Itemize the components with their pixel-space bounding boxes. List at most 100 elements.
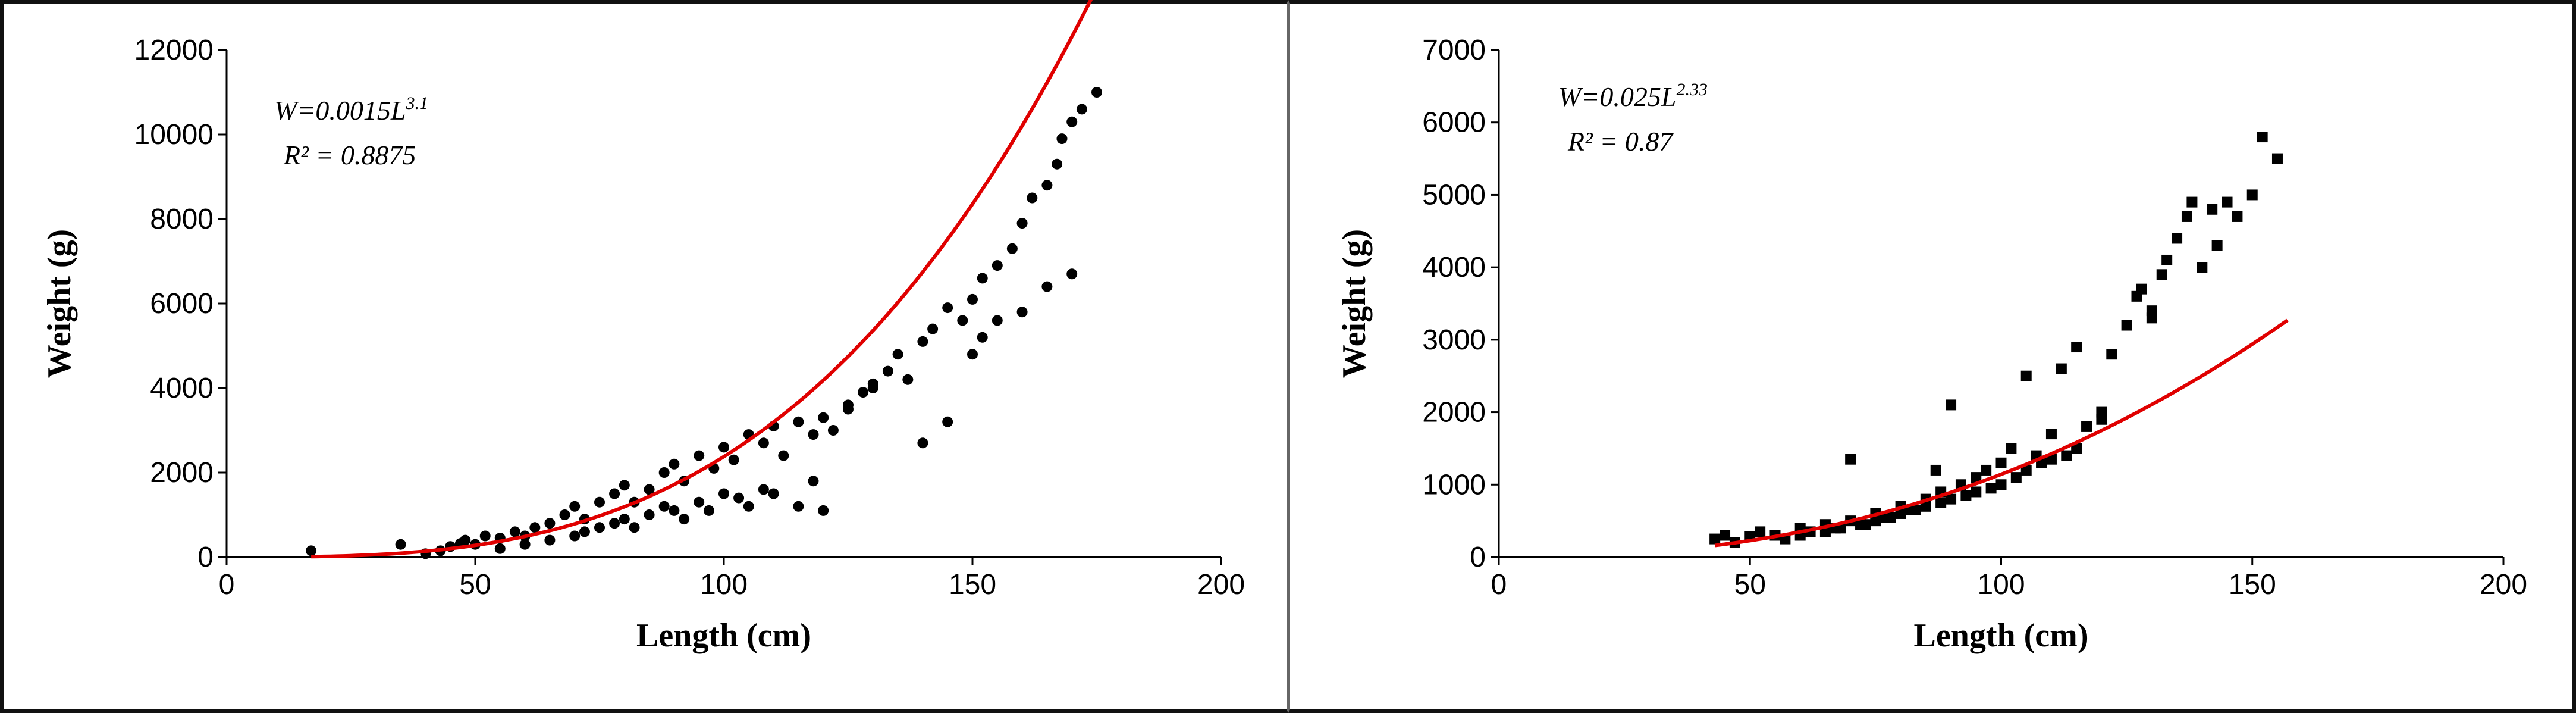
data-point (2045, 429, 2057, 440)
data-point (1895, 508, 1906, 519)
data-point (1041, 180, 1053, 191)
data-point (2106, 349, 2117, 360)
y-tick-label: 2000 (1422, 397, 1486, 429)
data-point (1885, 512, 1896, 523)
data-point (609, 488, 620, 499)
data-point (818, 412, 829, 423)
data-point (808, 429, 819, 440)
data-point (2020, 370, 2032, 381)
data-point (619, 514, 630, 525)
data-points (306, 87, 1102, 559)
data-point (793, 416, 804, 427)
data-point (2172, 233, 2183, 244)
data-point (2181, 211, 2192, 222)
data-point (1946, 399, 1957, 411)
data-point (1720, 530, 1731, 541)
data-point (2061, 450, 2072, 461)
data-point (1971, 486, 1982, 498)
data-point (1981, 464, 1992, 476)
data-point (2207, 204, 2218, 215)
data-point (2186, 196, 2198, 208)
data-point (808, 476, 819, 487)
data-point (2232, 211, 2243, 222)
data-point (733, 492, 745, 504)
data-point (2020, 464, 2032, 476)
data-point (1016, 218, 1028, 229)
data-point (858, 387, 869, 398)
data-point (2121, 320, 2132, 331)
data-point (1027, 192, 1038, 204)
data-point (529, 522, 541, 533)
data-point (694, 496, 705, 508)
data-point (1935, 497, 1947, 508)
data-points (1709, 132, 2283, 548)
data-point (2096, 406, 2107, 418)
data-point (718, 442, 729, 453)
y-tick-label: 4000 (150, 373, 214, 404)
data-point (669, 505, 680, 516)
data-point (977, 273, 988, 284)
data-point (758, 484, 769, 495)
y-tick-label: 6000 (1422, 107, 1486, 139)
data-point (1016, 307, 1028, 318)
x-tick-label: 150 (949, 569, 996, 601)
data-point (2161, 254, 2173, 265)
right-scatter-chart: 0 1000 2000 3000 4000 5000 6000 7000 0 50 100 150 20… (1336, 35, 2527, 654)
data-point (395, 539, 406, 550)
data-point (1985, 483, 1997, 494)
y-tick-label: 10000 (134, 119, 214, 151)
data-point (1845, 454, 1856, 465)
data-point (644, 484, 655, 495)
data-point (658, 467, 670, 478)
data-point (579, 526, 590, 537)
data-point (728, 454, 739, 465)
data-point (2006, 443, 2017, 454)
data-point (2222, 196, 2233, 208)
data-point (2257, 132, 2268, 143)
data-point (2071, 443, 2082, 454)
equation-base: W=0.0015L (274, 95, 406, 126)
data-point (2246, 189, 2258, 201)
data-point (927, 323, 939, 334)
data-point (2156, 269, 2167, 280)
x-tick-label: 0 (1491, 569, 1507, 601)
data-point (778, 450, 789, 461)
data-point (1946, 493, 1957, 505)
data-point (902, 374, 914, 385)
data-point (1995, 479, 2007, 490)
data-point (992, 260, 1003, 271)
y-axis-label: Weight (g) (1336, 229, 1373, 378)
data-point (967, 349, 978, 360)
equation-label: W=0.025L2.33 (1558, 80, 1708, 112)
data-point (306, 545, 317, 556)
data-point (609, 518, 620, 529)
data-point (957, 315, 968, 326)
data-point (544, 534, 556, 546)
fit-curve (311, 0, 1093, 559)
equation-base: W=0.025L (1558, 82, 1676, 112)
data-point (1960, 490, 1972, 501)
data-point (1995, 457, 2007, 468)
data-point (2071, 342, 2082, 353)
data-point (718, 488, 729, 499)
y-tick-label: 1000 (1422, 469, 1486, 501)
data-point (1755, 526, 1766, 537)
y-tick-label: 8000 (150, 204, 214, 235)
data-point (2136, 283, 2147, 295)
x-tick-label: 50 (1734, 569, 1766, 601)
data-point (494, 543, 506, 554)
x-tick-label: 0 (219, 569, 235, 601)
data-point (2271, 153, 2283, 164)
equation-exponent: 2.33 (1676, 80, 1708, 99)
data-point (882, 365, 893, 377)
data-point (2056, 363, 2067, 374)
data-point (460, 534, 471, 546)
r-squared-label: R² = 0.87 (1567, 126, 1674, 157)
data-point (658, 501, 670, 512)
data-point (619, 480, 630, 491)
data-point (1971, 472, 1982, 483)
data-point (977, 332, 988, 343)
y-tick-label: 2000 (150, 457, 214, 489)
y-tick-label: 5000 (1422, 179, 1486, 211)
x-tick-label: 100 (1977, 569, 2025, 601)
